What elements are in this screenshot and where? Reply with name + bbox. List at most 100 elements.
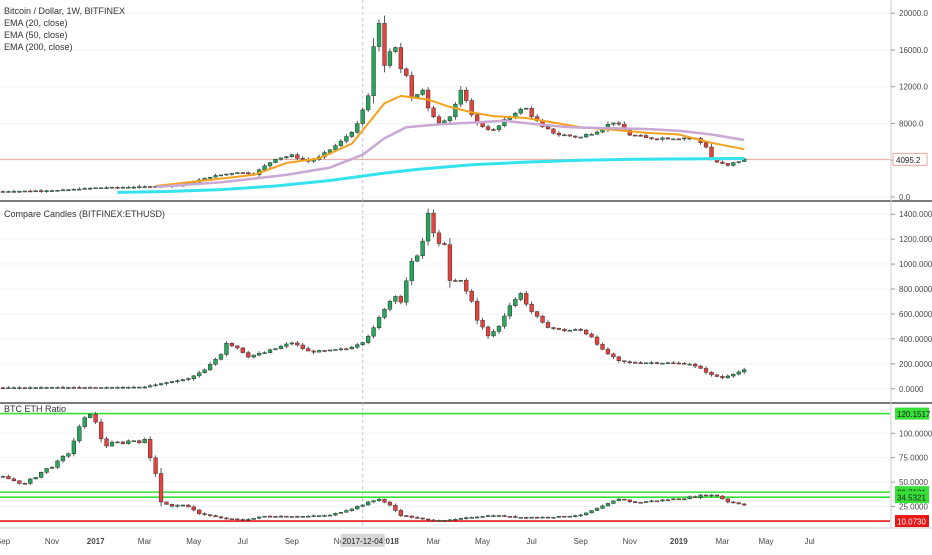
candle-body-up — [257, 353, 262, 356]
candle — [524, 517, 529, 519]
candle — [736, 161, 741, 164]
candle-body-up — [191, 375, 196, 379]
candle — [235, 518, 240, 521]
candle-body-up — [393, 296, 398, 302]
candle — [360, 107, 365, 126]
candle-body-down — [524, 517, 529, 519]
candle — [126, 439, 131, 445]
candle — [344, 509, 349, 513]
candle — [66, 188, 71, 191]
candle — [573, 135, 578, 139]
candle-body-up — [687, 496, 692, 500]
candle — [404, 277, 409, 306]
candle-body-down — [240, 519, 245, 521]
candle-body-up — [104, 187, 109, 189]
candle — [382, 15, 387, 73]
ratio-legend: BTC ETH Ratio — [4, 404, 66, 414]
candle-body-down — [28, 190, 33, 193]
level-badge — [895, 491, 929, 504]
candle — [344, 347, 349, 351]
candle-body-down — [246, 172, 251, 175]
candle-body-down — [562, 329, 567, 332]
candle-body-up — [186, 378, 191, 380]
candle — [28, 386, 33, 390]
candle-body-down — [295, 154, 300, 159]
candle-body-up — [28, 478, 33, 484]
candle-body-down — [545, 322, 551, 328]
candle-body-up — [197, 372, 202, 377]
candle-body-down — [671, 362, 676, 365]
candle — [524, 107, 529, 110]
candle — [251, 354, 256, 359]
candle-body-up — [333, 513, 338, 516]
candle — [93, 412, 98, 425]
candle — [469, 516, 474, 519]
candle — [295, 152, 300, 161]
candle — [169, 503, 175, 508]
candle — [518, 517, 523, 519]
ema-line-3 — [117, 156, 745, 194]
candle-body-down — [404, 68, 409, 76]
candle-body-up — [88, 187, 93, 190]
y-tick-label: 0.0 — [899, 193, 911, 202]
candle-body-down — [556, 327, 562, 330]
candle-body-down — [567, 134, 572, 137]
level-badge-label: 120.1517 — [897, 410, 931, 419]
candle-body-up — [6, 387, 11, 390]
candle-body-up — [496, 515, 502, 517]
candle — [731, 162, 736, 167]
candle — [605, 347, 611, 356]
candle — [502, 313, 507, 329]
candle-body-up — [442, 120, 447, 124]
candle — [327, 514, 333, 517]
candle-body-down — [235, 345, 240, 349]
candle — [71, 386, 76, 389]
candle-body-down — [638, 362, 643, 365]
candle — [611, 352, 616, 360]
candle — [349, 345, 354, 350]
candle-body-up — [115, 441, 120, 444]
candle — [197, 370, 202, 378]
candle — [573, 514, 578, 518]
candle-body-up — [355, 123, 360, 133]
candle-body-down — [464, 89, 469, 101]
candle-body-up — [567, 329, 572, 332]
candle-body-up — [115, 387, 120, 389]
candle — [567, 329, 572, 332]
candle-body-up — [496, 125, 502, 131]
candle — [278, 514, 284, 518]
candle — [126, 185, 131, 189]
candle-body-down — [529, 303, 534, 312]
candle — [55, 459, 60, 470]
candle — [507, 302, 513, 320]
candle-body-up — [507, 305, 513, 317]
candle — [344, 134, 349, 144]
candle — [404, 514, 409, 518]
candle — [431, 518, 436, 522]
candle — [693, 362, 698, 369]
candle-body-up — [218, 174, 224, 177]
candle-body-up — [611, 122, 616, 125]
candle-body-down — [431, 212, 436, 234]
candle — [44, 467, 49, 474]
candle — [120, 186, 126, 189]
candle-body-down — [611, 353, 616, 358]
candle — [551, 516, 556, 519]
candle — [142, 437, 147, 444]
candle — [235, 172, 240, 174]
candle-body-down — [600, 344, 605, 350]
candle-body-up — [366, 335, 371, 343]
candle — [109, 386, 115, 389]
candle-body-up — [44, 387, 49, 389]
candle-body-down — [120, 441, 126, 444]
candle — [273, 516, 278, 518]
y-tick-label: 200.0000 — [899, 360, 932, 369]
candle-body-up — [22, 190, 27, 193]
candle-body-down — [616, 122, 622, 125]
candle-body-down — [115, 186, 120, 189]
candle — [638, 361, 643, 365]
candle — [300, 342, 305, 351]
candle — [649, 360, 654, 365]
